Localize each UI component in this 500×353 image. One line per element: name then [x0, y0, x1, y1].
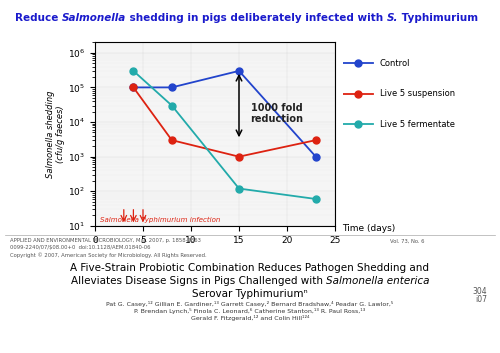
Text: Typhimurium: Typhimurium	[398, 13, 478, 23]
Y-axis label: Salmonella shedding
(cfu/g faeces): Salmonella shedding (cfu/g faeces)	[46, 90, 65, 178]
Text: A Five-Strain Probiotic Combination Reduces Pathogen Shedding and: A Five-Strain Probiotic Combination Redu…	[70, 263, 430, 273]
Text: Live 5 suspension: Live 5 suspension	[380, 89, 455, 98]
Text: Time (days): Time (days)	[342, 224, 396, 233]
Text: Salmonella Typhimurium infection: Salmonella Typhimurium infection	[100, 217, 220, 223]
Text: shedding in pigs deliberately infected with: shedding in pigs deliberately infected w…	[126, 13, 387, 23]
Text: Live 5 fermentate: Live 5 fermentate	[380, 120, 455, 128]
Text: P. Brendan Lynch,⁵ Finola C. Leonard,⁶ Catherine Stanton,¹³ R. Paul Ross,¹³: P. Brendan Lynch,⁵ Finola C. Leonard,⁶ C…	[134, 308, 366, 314]
Text: Alleviates Disease Signs in Pigs Challenged with: Alleviates Disease Signs in Pigs Challen…	[70, 276, 326, 286]
Text: Control: Control	[380, 59, 410, 67]
Text: i07: i07	[476, 295, 488, 304]
Text: Gerald F. Fitzgerald,¹² and Colin Hill¹²⁴: Gerald F. Fitzgerald,¹² and Colin Hill¹²…	[191, 315, 309, 321]
Text: 304: 304	[473, 287, 488, 295]
Text: APPLIED AND ENVIRONMENTAL MICROBIOLOGY, Mar. 2007, p. 1858-1863: APPLIED AND ENVIRONMENTAL MICROBIOLOGY, …	[10, 238, 201, 243]
Text: Serovar Typhimuriumⁿ: Serovar Typhimuriumⁿ	[192, 289, 308, 299]
Text: Pat G. Casey,¹² Gillian E. Gardiner,¹³ Garrett Casey,² Bernard Bradshaw,⁴ Peadar: Pat G. Casey,¹² Gillian E. Gardiner,¹³ G…	[106, 301, 394, 307]
Text: Reduce: Reduce	[15, 13, 62, 23]
Text: Salmonella: Salmonella	[62, 13, 126, 23]
Text: S.: S.	[387, 13, 398, 23]
Text: Vol. 73, No. 6: Vol. 73, No. 6	[390, 238, 424, 243]
Text: Salmonella enterica: Salmonella enterica	[326, 276, 430, 286]
Text: 0099-2240/07/$08.00+0  doi:10.1128/AEM.01840-06: 0099-2240/07/$08.00+0 doi:10.1128/AEM.01…	[10, 245, 150, 250]
Text: Copyright © 2007, American Society for Microbiology. All Rights Reserved.: Copyright © 2007, American Society for M…	[10, 252, 206, 258]
Text: 1000 fold
reduction: 1000 fold reduction	[250, 103, 304, 124]
